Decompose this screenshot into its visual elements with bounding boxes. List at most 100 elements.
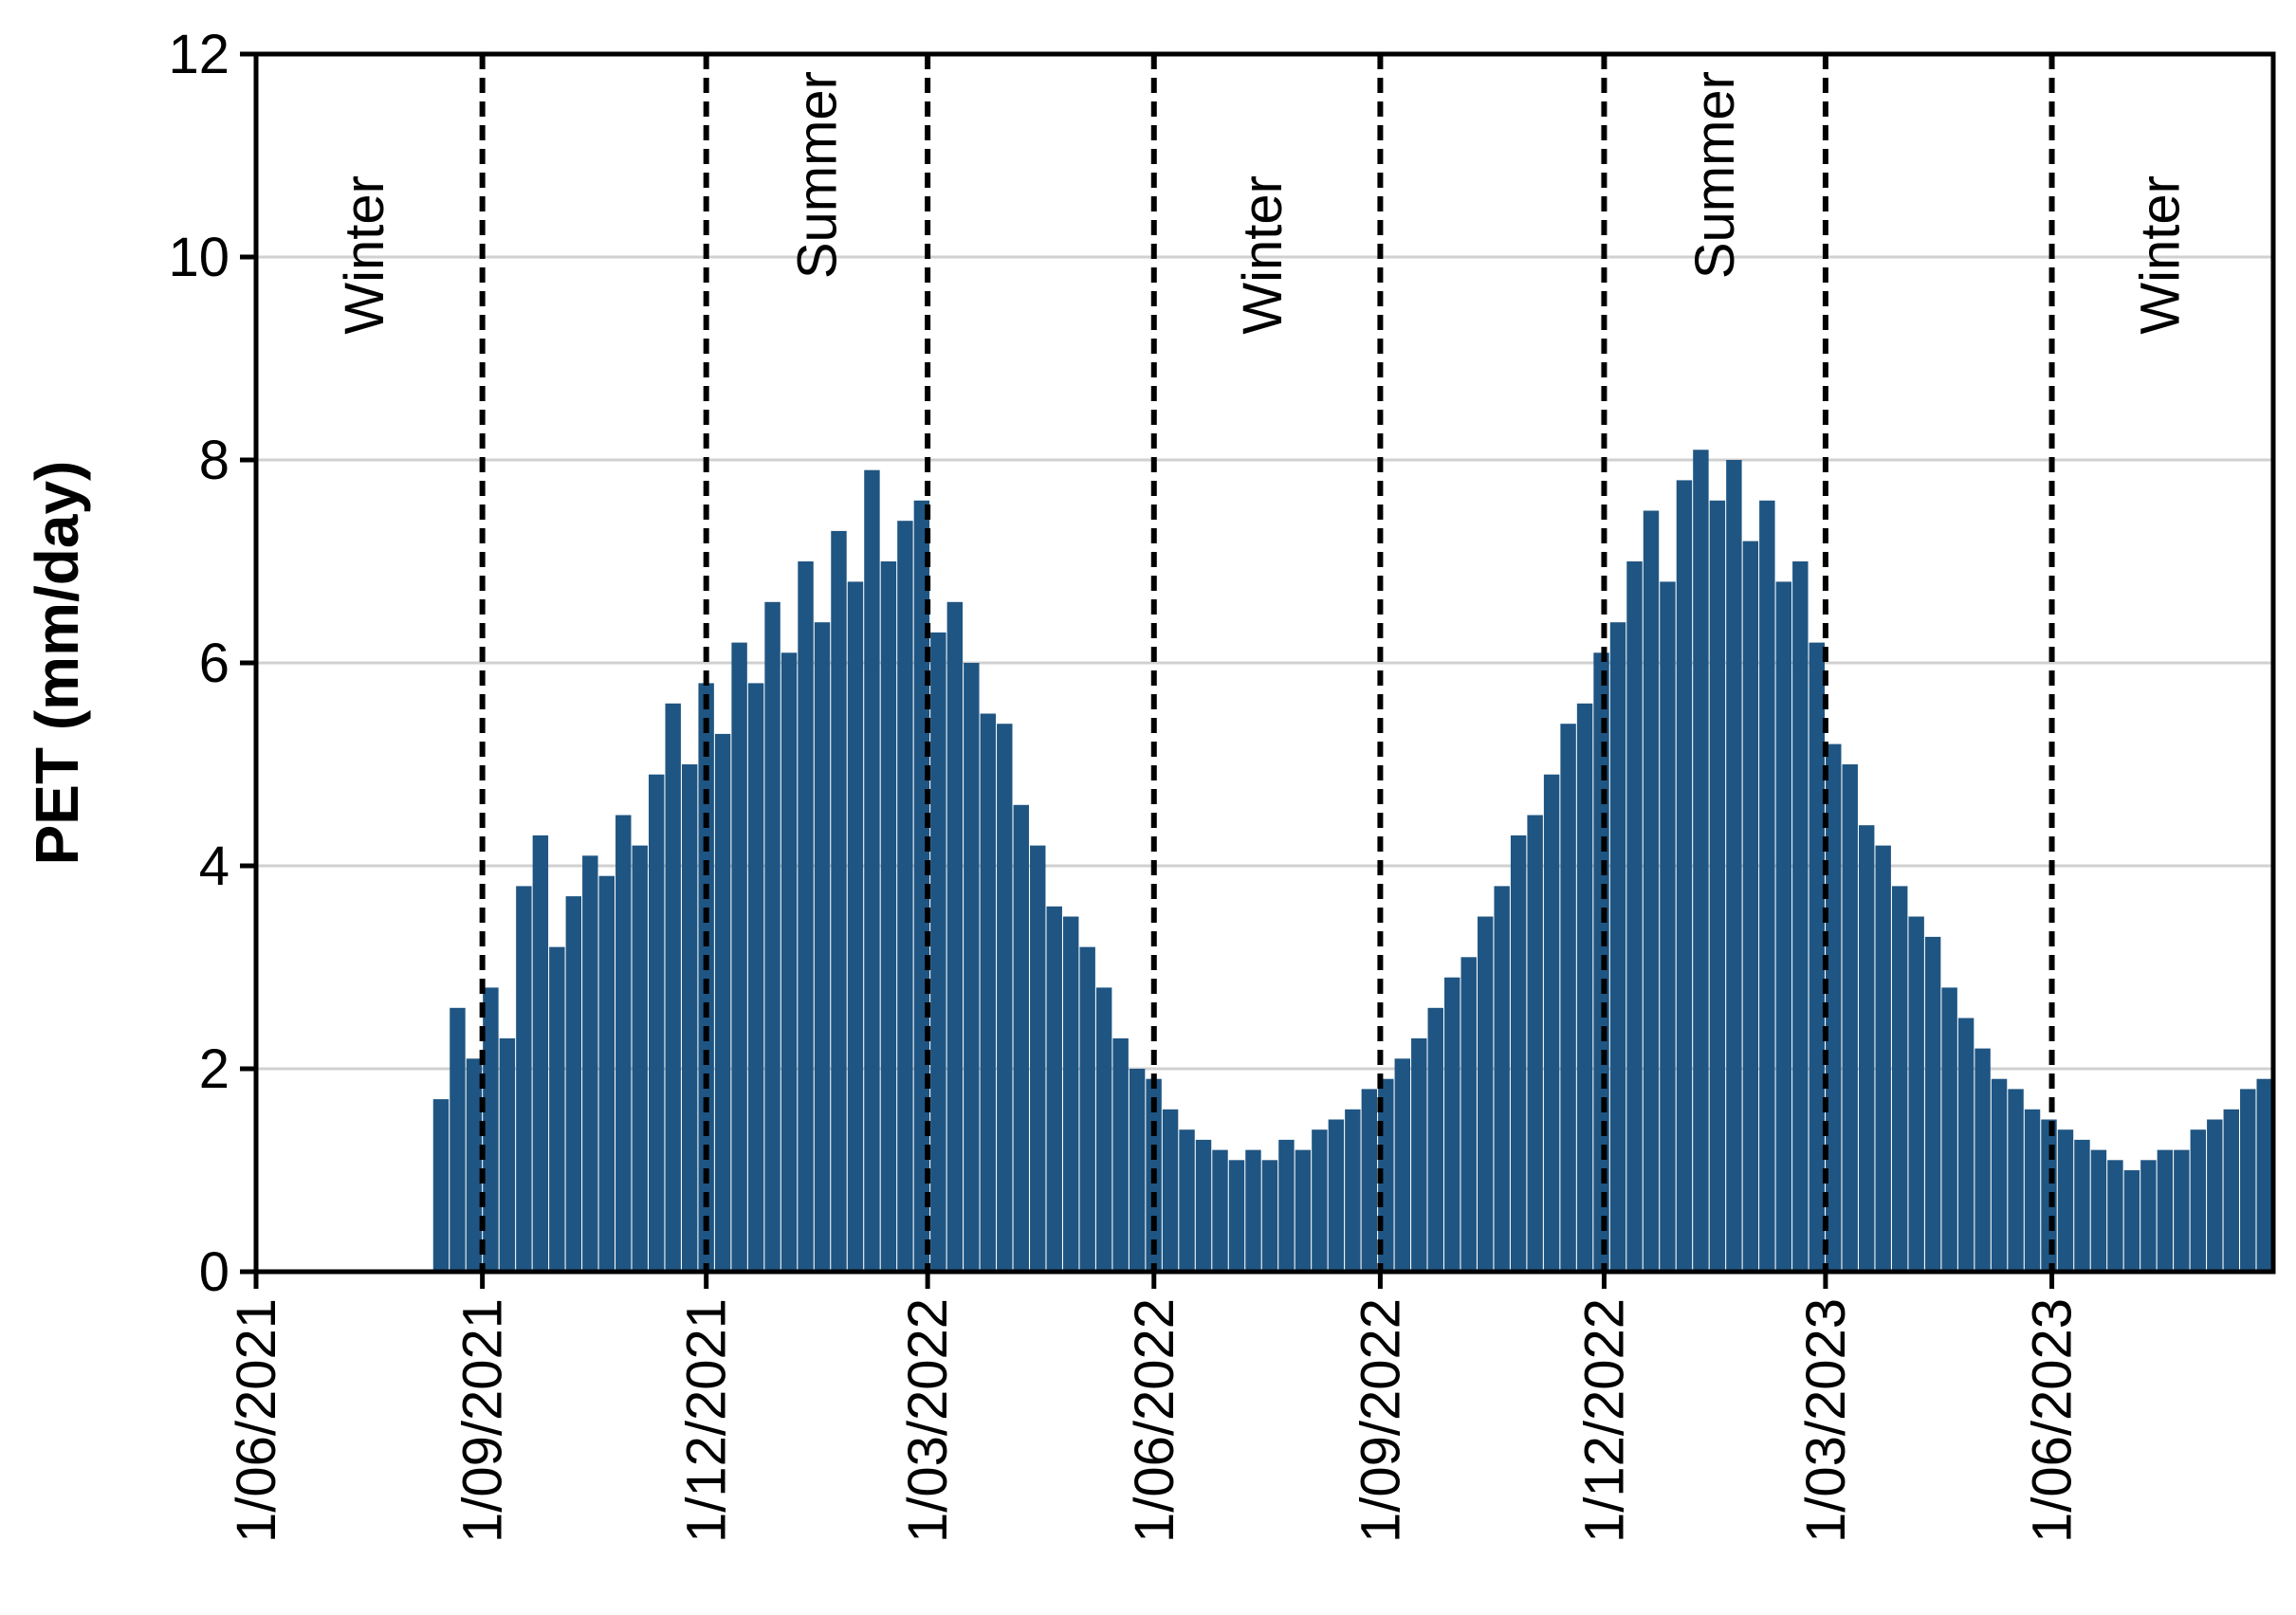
bar (997, 724, 1013, 1272)
bar (2024, 1109, 2041, 1272)
bar (2240, 1089, 2256, 1272)
bar (1676, 480, 1693, 1272)
y-tick-label: 12 (168, 24, 230, 85)
x-tick-label: 1/12/2022 (1574, 1298, 1636, 1543)
bar (880, 561, 897, 1272)
bar (582, 855, 598, 1272)
bar (1427, 1007, 1443, 1272)
bar (781, 652, 798, 1272)
bar (499, 1037, 516, 1272)
x-tick-label: 1/03/2023 (1795, 1298, 1857, 1543)
bar (1195, 1139, 1212, 1272)
bar (649, 774, 665, 1272)
x-tick-label: 1/06/2021 (226, 1298, 287, 1543)
bar (2157, 1149, 2174, 1272)
bar (980, 713, 997, 1272)
bar (598, 875, 615, 1272)
x-tick-label: 1/03/2022 (897, 1298, 959, 1543)
y-tick-label: 10 (168, 227, 230, 288)
bar (1576, 703, 1593, 1272)
bar (1295, 1149, 1312, 1272)
bar (946, 601, 964, 1272)
bar (1030, 845, 1046, 1272)
bar (1975, 1048, 1991, 1272)
x-tick-label: 1/06/2023 (2022, 1298, 2084, 1543)
bar (1062, 916, 1079, 1272)
bar (2090, 1149, 2107, 1272)
bar (798, 561, 814, 1272)
bar (1527, 815, 1543, 1272)
bar (1924, 936, 1941, 1272)
y-axis: 0 2 4 6 8 10 12 (168, 24, 256, 1303)
bar (1941, 987, 1957, 1272)
season-label: Winter (2130, 175, 2192, 335)
bar (1245, 1149, 1261, 1272)
bar (2107, 1160, 2123, 1272)
bar (466, 1058, 483, 1272)
x-tick-label: 1/09/2021 (452, 1298, 514, 1543)
bar (1859, 825, 1875, 1272)
bar (2074, 1139, 2090, 1272)
bar (1809, 642, 1825, 1272)
bar (432, 1099, 450, 1272)
bar (1444, 977, 1460, 1272)
bar (2190, 1129, 2207, 1272)
bar (831, 530, 847, 1272)
bar (1129, 1069, 1146, 1272)
bar (665, 703, 681, 1272)
bar (714, 733, 731, 1272)
bar (483, 987, 499, 1272)
y-tick-label: 2 (199, 1038, 230, 1100)
bar (1510, 835, 1527, 1272)
bar (1775, 581, 1792, 1272)
bar (1908, 916, 1924, 1272)
bar (1046, 906, 1062, 1272)
bar (1660, 581, 1676, 1272)
bar-series (432, 450, 2272, 1272)
bar (1394, 1058, 1411, 1272)
bar (1991, 1078, 2008, 1272)
bar (1842, 764, 1858, 1272)
bar (1460, 957, 1477, 1272)
season-label: Summer (1684, 71, 1746, 279)
bar (1742, 541, 1759, 1272)
y-axis-title: PET (mm/day) (23, 461, 91, 866)
bar (1477, 916, 1494, 1272)
bar (2207, 1119, 2223, 1272)
bar (1013, 804, 1029, 1272)
bar (1112, 1037, 1129, 1272)
bar (2223, 1109, 2239, 1272)
bar (565, 896, 582, 1272)
bar (2256, 1078, 2272, 1272)
bar (964, 663, 980, 1272)
season-label: Summer (786, 71, 848, 279)
bar (1345, 1109, 1361, 1272)
bar (764, 601, 781, 1272)
bar (1543, 774, 1560, 1272)
bar (747, 683, 764, 1272)
bar (1312, 1129, 1328, 1272)
bar (1726, 460, 1742, 1272)
bar (1626, 561, 1643, 1272)
bar (1095, 987, 1112, 1272)
y-tick-label: 4 (199, 835, 230, 897)
bar (698, 683, 714, 1272)
bar (681, 764, 698, 1272)
bar (1560, 724, 1576, 1272)
y-tick-label: 8 (199, 430, 230, 491)
bar (1261, 1160, 1278, 1272)
bar (814, 622, 831, 1272)
bar (1792, 561, 1809, 1272)
x-tick-label: 1/06/2022 (1124, 1298, 1185, 1543)
bar (1328, 1119, 1345, 1272)
bar (1875, 845, 1891, 1272)
x-tick-label: 1/12/2021 (676, 1298, 738, 1543)
season-dividers (479, 54, 2055, 1272)
bar (615, 815, 632, 1272)
bar (1759, 500, 1775, 1272)
bar (1411, 1037, 1427, 1272)
bar (1494, 886, 1510, 1272)
bar (1228, 1160, 1245, 1272)
bar (1709, 500, 1726, 1272)
